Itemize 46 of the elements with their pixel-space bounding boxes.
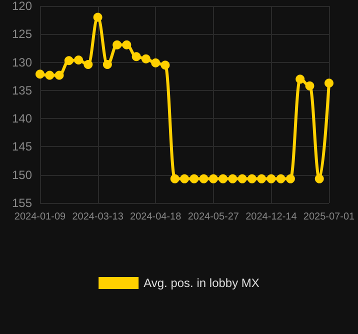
point [190, 174, 199, 184]
x-tick-label: 2024-01-09 [14, 212, 66, 222]
point [112, 40, 122, 50]
point [160, 60, 170, 70]
point [324, 78, 334, 88]
x-tick-label: 2024-04-18 [130, 212, 182, 222]
point [151, 58, 160, 68]
point [93, 12, 102, 22]
point [141, 54, 150, 64]
point [247, 174, 256, 184]
y-tick-label: 120 [12, 0, 32, 13]
point [276, 174, 286, 184]
point [208, 174, 218, 184]
y-tick-label: 135 [12, 83, 32, 98]
y-tick-label: 125 [12, 27, 32, 42]
point [45, 70, 54, 80]
point [314, 174, 324, 184]
point [238, 174, 247, 184]
point [199, 174, 208, 184]
point [54, 70, 64, 80]
point [266, 174, 276, 184]
x-tick-label: 2024-03-13 [72, 212, 124, 222]
x-tick-label: 2024-05-27 [188, 212, 240, 222]
point [36, 70, 44, 79]
x-tick-label: 2024-12-14 [246, 212, 298, 222]
y-tick-label: 145 [12, 140, 32, 154]
point [180, 174, 189, 184]
x-tick-label: 2025-07-01 [303, 212, 356, 222]
point [286, 174, 295, 184]
y-tick-label: 150 [12, 168, 32, 182]
legend-label: Avg. pos. in lobby MX [144, 276, 260, 290]
point [64, 56, 74, 66]
point [170, 174, 180, 184]
point [305, 81, 314, 90]
point [218, 174, 228, 184]
point [296, 74, 305, 84]
point [132, 52, 141, 62]
y-tick-label: 130 [12, 55, 32, 70]
point [228, 174, 238, 184]
point [102, 60, 112, 70]
point [84, 60, 93, 70]
point [122, 40, 132, 50]
y-tick-label: 140 [12, 112, 32, 126]
y-tick-label: 155 [12, 196, 32, 210]
point [74, 56, 84, 65]
point [257, 174, 266, 184]
